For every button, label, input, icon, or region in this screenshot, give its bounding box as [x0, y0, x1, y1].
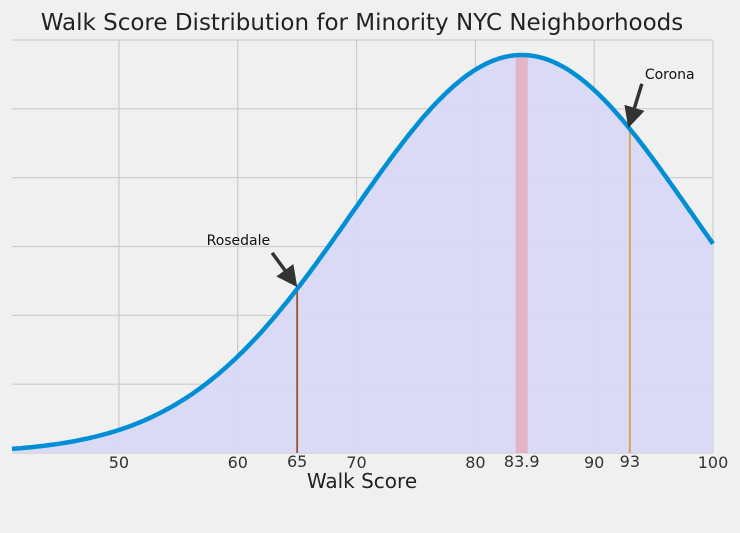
x-tick-label: 70: [346, 453, 366, 472]
marker-value-label: 93: [620, 452, 640, 471]
marker-value-label: 65: [287, 452, 307, 471]
x-tick-label: 90: [584, 453, 604, 472]
annotation-arrow-rosedale: [270, 251, 298, 288]
mean-band: [515, 53, 528, 453]
x-tick-label: 100: [698, 453, 729, 472]
annotation-rosedale: Rosedale: [207, 233, 271, 249]
annotation-arrow-corona: [624, 83, 645, 128]
x-tick-label: 50: [109, 453, 129, 472]
x-tick-label: 60: [228, 453, 248, 472]
annotation-corona: Corona: [645, 67, 695, 83]
annotation-layer: Rosedale Corona: [207, 67, 695, 288]
marker-value-label: 83.9: [504, 452, 540, 471]
x-axis-label: Walk Score: [307, 469, 417, 493]
marker-layer: [296, 53, 631, 453]
distribution-fill: [12, 55, 713, 453]
tick-layer: 50 60 70 80 90 100 65 83.9 93: [109, 452, 729, 472]
chart-title: Walk Score Distribution for Minority NYC…: [41, 10, 684, 36]
x-tick-label: 80: [465, 453, 485, 472]
distribution-curve: [11, 52, 715, 452]
fill-layer: [12, 55, 713, 453]
curve-layer: [11, 52, 715, 452]
